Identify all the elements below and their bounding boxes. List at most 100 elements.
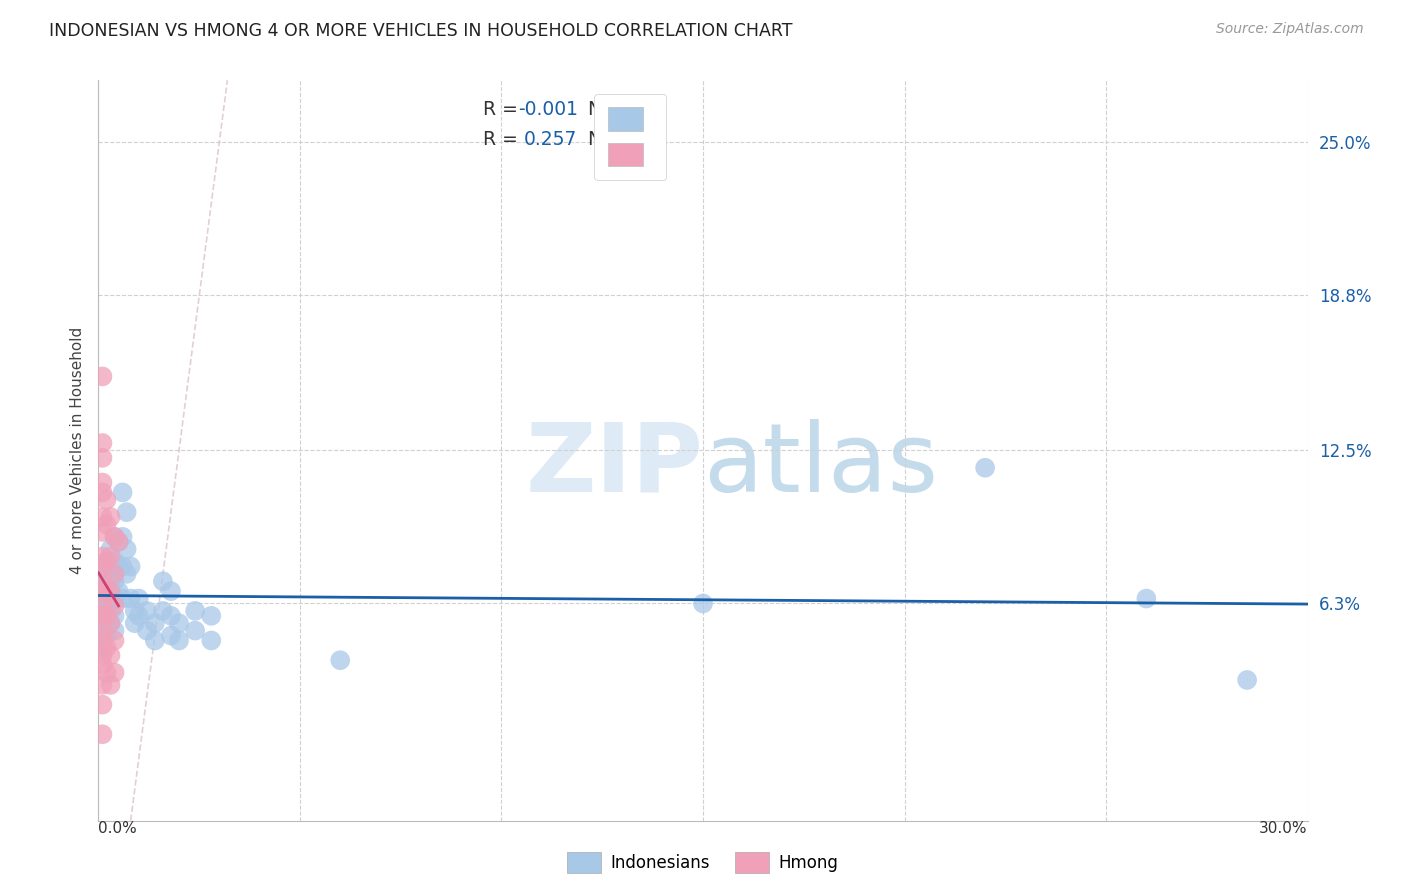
Point	[692, 597, 714, 611]
Point	[91, 369, 114, 384]
Text: 0.257: 0.257	[524, 130, 578, 149]
Point	[120, 559, 142, 574]
Point	[100, 559, 122, 574]
Point	[128, 591, 150, 606]
Point	[103, 530, 125, 544]
Point	[115, 542, 138, 557]
Point	[111, 591, 134, 606]
Point	[91, 648, 114, 663]
Point	[974, 460, 997, 475]
Text: R =: R =	[482, 101, 524, 120]
Point	[91, 524, 114, 539]
Point	[96, 492, 118, 507]
Point	[91, 629, 114, 643]
Point	[184, 604, 207, 618]
Point	[91, 436, 114, 450]
Point	[91, 549, 114, 564]
Point	[103, 599, 125, 613]
Point	[100, 678, 122, 692]
Text: Source: ZipAtlas.com: Source: ZipAtlas.com	[1216, 22, 1364, 37]
Point	[128, 608, 150, 623]
Y-axis label: 4 or more Vehicles in Household: 4 or more Vehicles in Household	[69, 326, 84, 574]
Point	[91, 640, 114, 655]
Point	[91, 510, 114, 524]
Text: R =: R =	[482, 130, 524, 149]
Point	[160, 584, 183, 599]
Point	[91, 698, 114, 712]
Point	[96, 616, 118, 631]
Point	[103, 591, 125, 606]
Point	[120, 591, 142, 606]
Point	[103, 566, 125, 581]
Point	[107, 584, 129, 599]
Point	[96, 640, 118, 655]
Point	[103, 665, 125, 680]
Point	[100, 584, 122, 599]
Text: N =: N =	[588, 101, 630, 120]
Point	[100, 648, 122, 663]
Point	[124, 604, 146, 618]
Point	[107, 534, 129, 549]
Point	[184, 624, 207, 638]
Point	[91, 678, 114, 692]
Point	[91, 584, 114, 599]
Point	[115, 566, 138, 581]
Point	[100, 549, 122, 564]
Point	[143, 616, 166, 631]
Point	[91, 658, 114, 673]
Point	[96, 579, 118, 593]
Point	[107, 559, 129, 574]
Legend: , : ,	[595, 94, 666, 180]
Point	[111, 530, 134, 544]
Point	[160, 629, 183, 643]
Point	[1236, 673, 1258, 687]
Point	[91, 624, 114, 638]
Point	[100, 584, 122, 599]
Point	[96, 584, 118, 599]
Point	[91, 559, 114, 574]
Text: 63: 63	[619, 101, 643, 120]
Point	[111, 559, 134, 574]
Point	[96, 608, 118, 623]
Point	[103, 530, 125, 544]
Point	[152, 574, 174, 589]
Point	[96, 554, 118, 569]
Text: atlas: atlas	[703, 418, 938, 512]
Point	[96, 554, 118, 569]
Text: INDONESIAN VS HMONG 4 OR MORE VEHICLES IN HOUSEHOLD CORRELATION CHART: INDONESIAN VS HMONG 4 OR MORE VEHICLES I…	[49, 22, 793, 40]
Point	[91, 574, 114, 589]
Point	[107, 534, 129, 549]
Point	[91, 727, 114, 741]
Point	[111, 485, 134, 500]
Point	[152, 604, 174, 618]
Point	[91, 566, 114, 581]
Point	[160, 608, 183, 623]
Point	[96, 665, 118, 680]
Point	[91, 579, 114, 593]
Point	[91, 450, 114, 465]
Point	[91, 599, 114, 613]
Point	[103, 624, 125, 638]
Point	[135, 624, 157, 638]
Point	[100, 542, 122, 557]
Point	[143, 633, 166, 648]
Point	[200, 633, 222, 648]
Point	[115, 505, 138, 519]
Text: 0.0%: 0.0%	[98, 821, 138, 836]
Point	[96, 591, 118, 606]
Point	[91, 584, 114, 599]
Point	[91, 616, 114, 631]
Text: -0.001: -0.001	[517, 101, 578, 120]
Point	[100, 604, 122, 618]
Point	[91, 633, 114, 648]
Point	[91, 591, 114, 606]
Point	[96, 629, 118, 643]
Point	[135, 604, 157, 618]
Point	[100, 510, 122, 524]
Legend: Indonesians, Hmong: Indonesians, Hmong	[561, 846, 845, 880]
Point	[91, 604, 114, 618]
Point	[91, 608, 114, 623]
Point	[1135, 591, 1157, 606]
Point	[96, 604, 118, 618]
Text: ZIP: ZIP	[524, 418, 703, 512]
